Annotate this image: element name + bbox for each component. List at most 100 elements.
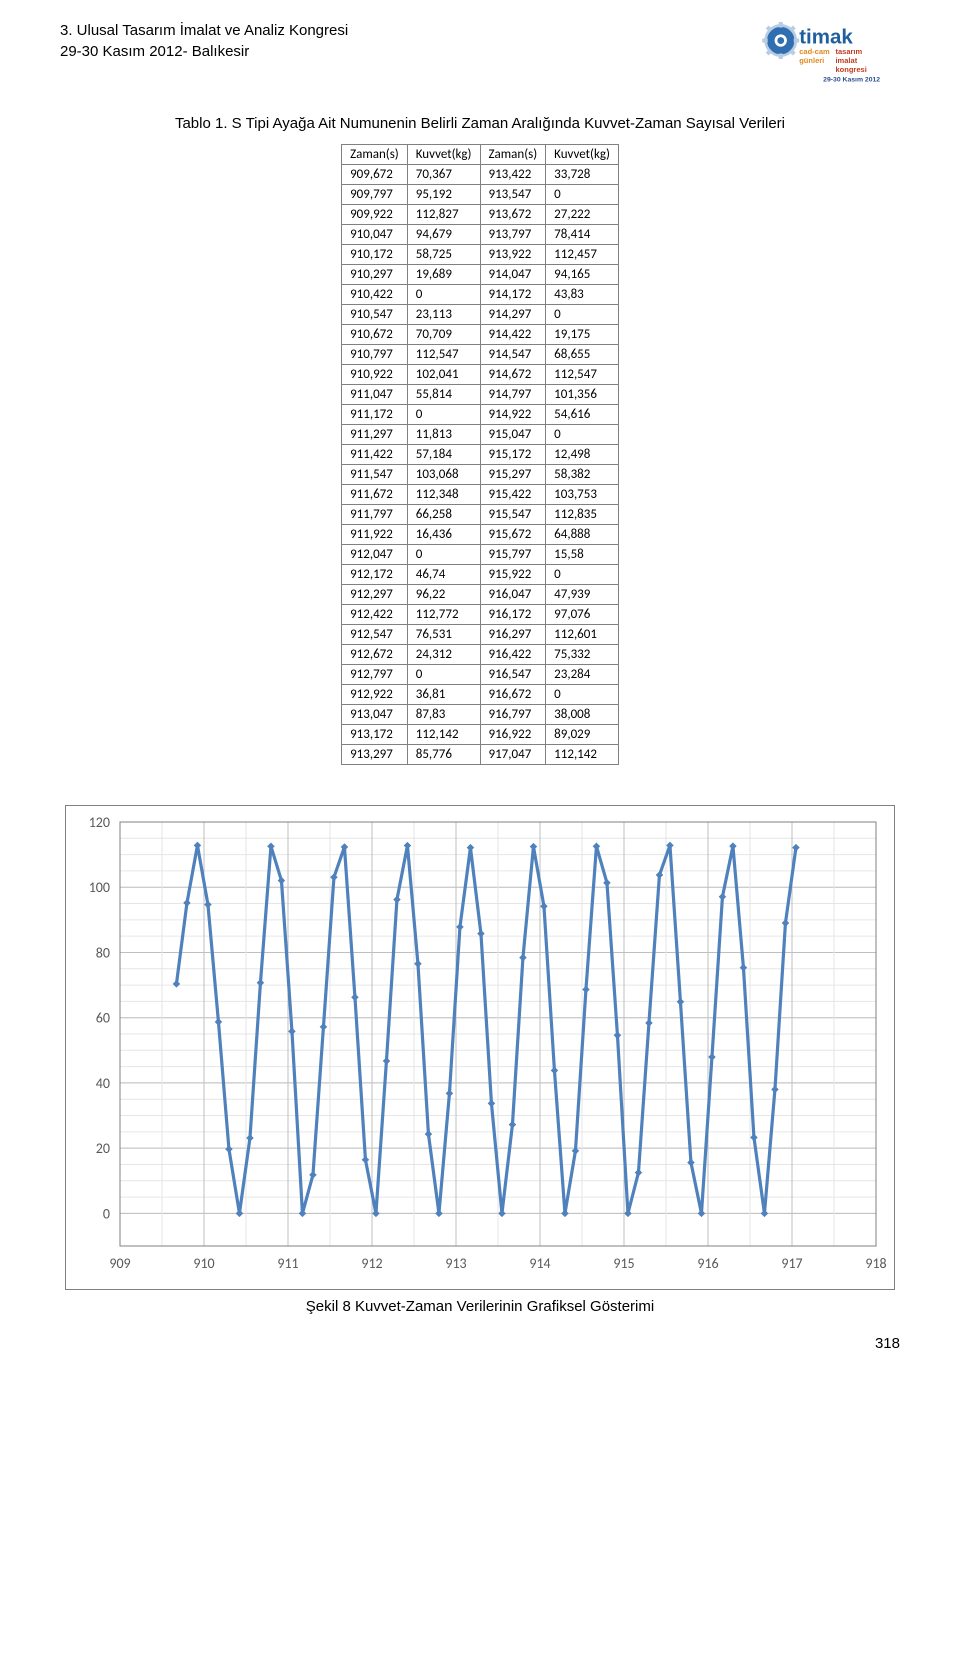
table-cell: 19,689 <box>407 265 480 285</box>
table-cell: 910,172 <box>342 245 408 265</box>
table-row: 913,172112,142916,92289,029 <box>342 725 619 745</box>
table-cell: 912,422 <box>342 605 408 625</box>
table-cell: 916,672 <box>480 685 546 705</box>
svg-text:917: 917 <box>781 1255 802 1272</box>
table-cell: 54,616 <box>546 405 619 425</box>
table-cell: 909,797 <box>342 185 408 205</box>
table-cell: 913,797 <box>480 225 546 245</box>
table-cell: 0 <box>546 685 619 705</box>
table-caption: Tablo 1. S Tipi Ayağa Ait Numunenin Beli… <box>60 115 900 132</box>
svg-text:0: 0 <box>103 1205 110 1222</box>
table-cell: 910,047 <box>342 225 408 245</box>
table-cell: 15,58 <box>546 545 619 565</box>
table-cell: 47,939 <box>546 585 619 605</box>
table-cell: 70,709 <box>407 325 480 345</box>
table-cell: 27,222 <box>546 205 619 225</box>
chart-border: 0204060801001209099109119129139149159169… <box>65 805 895 1290</box>
table-cell: 96,22 <box>407 585 480 605</box>
table-row: 910,17258,725913,922112,457 <box>342 245 619 265</box>
table-cell: 0 <box>407 285 480 305</box>
table-cell: 911,797 <box>342 505 408 525</box>
table-col-header: Zaman(s) <box>342 145 408 165</box>
table-row: 910,67270,709914,42219,175 <box>342 325 619 345</box>
table-cell: 78,414 <box>546 225 619 245</box>
table-col-header: Kuvvet(kg) <box>407 145 480 165</box>
table-cell: 910,672 <box>342 325 408 345</box>
table-row: 911,79766,258915,547112,835 <box>342 505 619 525</box>
table-cell: 66,258 <box>407 505 480 525</box>
table-cell: 913,922 <box>480 245 546 265</box>
table-cell: 112,772 <box>407 605 480 625</box>
table-cell: 38,008 <box>546 705 619 725</box>
table-cell: 916,047 <box>480 585 546 605</box>
table-cell: 915,797 <box>480 545 546 565</box>
logo-sub2b: imalat <box>835 56 857 65</box>
table-cell: 913,547 <box>480 185 546 205</box>
svg-text:912: 912 <box>361 1255 382 1272</box>
table-cell: 913,297 <box>342 745 408 765</box>
table-col-header: Kuvvet(kg) <box>546 145 619 165</box>
table-row: 912,0470915,79715,58 <box>342 545 619 565</box>
page-root: 3. Ulusal Tasarım İmalat ve Analiz Kongr… <box>0 0 960 1382</box>
table-cell: 913,672 <box>480 205 546 225</box>
table-cell: 11,813 <box>407 425 480 445</box>
table-cell: 910,922 <box>342 365 408 385</box>
table-cell: 112,547 <box>546 365 619 385</box>
logo-sub1b: tasarım <box>835 47 862 56</box>
table-row: 911,547103,068915,29758,382 <box>342 465 619 485</box>
table-cell: 916,172 <box>480 605 546 625</box>
svg-text:40: 40 <box>96 1075 110 1092</box>
table-cell: 46,74 <box>407 565 480 585</box>
table-row: 909,922112,827913,67227,222 <box>342 205 619 225</box>
table-row: 912,7970916,54723,284 <box>342 665 619 685</box>
table-cell: 912,172 <box>342 565 408 585</box>
table-row: 910,797112,547914,54768,655 <box>342 345 619 365</box>
svg-text:80: 80 <box>96 944 110 961</box>
logo-sub2c: kongresi <box>835 65 866 74</box>
table-cell: 914,672 <box>480 365 546 385</box>
table-cell: 16,436 <box>407 525 480 545</box>
conf-line2: 29-30 Kasım 2012- Balıkesir <box>60 43 249 60</box>
table-cell: 911,547 <box>342 465 408 485</box>
table-cell: 112,142 <box>407 725 480 745</box>
table-cell: 112,827 <box>407 205 480 225</box>
table-cell: 913,422 <box>480 165 546 185</box>
svg-text:20: 20 <box>96 1140 110 1157</box>
data-table: Zaman(s)Kuvvet(kg)Zaman(s)Kuvvet(kg) 909… <box>341 144 619 765</box>
table-cell: 912,047 <box>342 545 408 565</box>
table-cell: 23,113 <box>407 305 480 325</box>
logo-brand-text: timak <box>799 25 853 48</box>
table-cell: 914,922 <box>480 405 546 425</box>
table-row: 911,29711,813915,0470 <box>342 425 619 445</box>
table-cell: 912,672 <box>342 645 408 665</box>
table-row: 912,67224,312916,42275,332 <box>342 645 619 665</box>
table-row: 912,54776,531916,297112,601 <box>342 625 619 645</box>
table-cell: 911,172 <box>342 405 408 425</box>
table-row: 913,29785,776917,047112,142 <box>342 745 619 765</box>
gear-icon <box>762 22 799 59</box>
table-row: 912,29796,22916,04747,939 <box>342 585 619 605</box>
table-cell: 916,422 <box>480 645 546 665</box>
logo-date: 29-30 Kasım 2012 <box>823 77 880 84</box>
table-row: 912,422112,772916,17297,076 <box>342 605 619 625</box>
table-cell: 33,728 <box>546 165 619 185</box>
table-cell: 911,297 <box>342 425 408 445</box>
table-cell: 24,312 <box>407 645 480 665</box>
table-row: 913,04787,83916,79738,008 <box>342 705 619 725</box>
table-cell: 0 <box>407 405 480 425</box>
table-cell: 915,047 <box>480 425 546 445</box>
table-cell: 75,332 <box>546 645 619 665</box>
table-row: 912,92236,81916,6720 <box>342 685 619 705</box>
svg-text:120: 120 <box>89 814 110 831</box>
logo-sub1: cad-cam <box>799 47 830 56</box>
table-cell: 915,422 <box>480 485 546 505</box>
force-time-chart: 0204060801001209099109119129139149159169… <box>70 810 890 1280</box>
table-cell: 910,422 <box>342 285 408 305</box>
svg-text:909: 909 <box>109 1255 130 1272</box>
table-cell: 103,753 <box>546 485 619 505</box>
logo-sub2: günleri <box>799 56 824 65</box>
table-cell: 915,297 <box>480 465 546 485</box>
table-cell: 913,047 <box>342 705 408 725</box>
table-cell: 913,172 <box>342 725 408 745</box>
table-cell: 94,165 <box>546 265 619 285</box>
